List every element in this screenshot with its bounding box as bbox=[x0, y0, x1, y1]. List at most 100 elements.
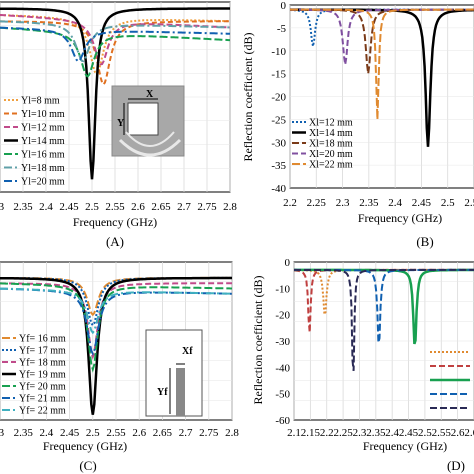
panel-b-legend-label: Xl=20 mm bbox=[309, 149, 353, 160]
panel-a-series-6 bbox=[0, 26, 231, 63]
panel-c-xtick: 2.55 bbox=[106, 427, 126, 439]
panel-c-xtick: 2.35 bbox=[14, 427, 34, 439]
panel-a-xtick: 2.35 bbox=[13, 201, 33, 213]
panel-d-xtick: 2.4 bbox=[385, 427, 399, 439]
inset-slot bbox=[127, 102, 159, 136]
panel-a-label: (A) bbox=[106, 234, 124, 249]
panel-c-legend-label: Yf= 17 mm bbox=[19, 346, 66, 357]
panel-b-ytick: -20 bbox=[271, 92, 286, 104]
panel-b: 2.2 2.25 2.3 2.35 2.4 2.45 2.5 2.55 0 -5 -10 -15 -20… bbox=[241, 0, 474, 249]
panel-a-inset: X Y bbox=[111, 85, 185, 157]
inset-arc-2 bbox=[125, 131, 175, 147]
panel-b-ytick: -15 bbox=[271, 69, 286, 81]
panel-a-xtick: 2.8 bbox=[223, 201, 237, 213]
panel-a-xtick: 2.55 bbox=[105, 201, 125, 213]
panel-d-xtick: 2.1 bbox=[287, 427, 301, 439]
panel-c-xtick: 2.75 bbox=[199, 427, 219, 439]
panel-c-legend-label: Yf= 16 mm bbox=[19, 334, 66, 345]
panel-b-legend-label: Xl=18 mm bbox=[309, 139, 353, 150]
inset-xf-label: Xf bbox=[182, 346, 193, 357]
panel-b-xtick: 2.5 bbox=[441, 197, 455, 209]
panel-c-xtick: 2.7 bbox=[179, 427, 193, 439]
panel-b-xlabel: Frequency (GHz) bbox=[358, 211, 442, 225]
inset-box bbox=[145, 329, 203, 417]
panel-d-ylabel: Reflection coefficient (dB) bbox=[251, 275, 265, 404]
panel-d-ytick: -30 bbox=[275, 336, 290, 348]
panel-a-xtick: 2.45 bbox=[59, 201, 79, 213]
inset-feed bbox=[176, 368, 185, 416]
panel-c-xtick: 2.45 bbox=[60, 427, 80, 439]
panel-c-xlabel: Frequency (GHz) bbox=[43, 439, 127, 453]
panel-b-legend-label: Xl=12 mm bbox=[309, 118, 353, 129]
panel-d: 2.1 2.15 2.2 2.25 2.3 2.35 2.4 2.45 2.5 2.55 2.6 2.… bbox=[251, 257, 474, 473]
panel-a-legend-label: Yl=18 mm bbox=[21, 163, 65, 174]
panel-d-xtick: 2.65 bbox=[464, 427, 474, 439]
panel-b-legend-label: Xl=14 mm bbox=[309, 128, 353, 139]
panel-a-legend-label: Yl=12 mm bbox=[21, 123, 65, 134]
panel-d-ytick: 0 bbox=[285, 257, 291, 269]
panel-b-xtick: 2.3 bbox=[336, 197, 350, 209]
panel-b-ytick: 0 bbox=[281, 0, 287, 12]
inset-y-label: Y bbox=[117, 118, 125, 129]
panel-d-xtick: 2.35 bbox=[366, 427, 386, 439]
panel-d-xtick: 2.2 bbox=[320, 427, 334, 439]
panel-c-xtick: 2.4 bbox=[40, 427, 54, 439]
panel-a-legend-label: Yl=10 mm bbox=[21, 109, 65, 120]
panel-a-legend-label: Yl=14 mm bbox=[21, 136, 65, 147]
panel-d-ytick: -10 bbox=[275, 283, 290, 295]
panel-b-label: (B) bbox=[416, 234, 433, 249]
panel-a-series-0 bbox=[0, 14, 230, 76]
panel-a-xlabel: Frequency (GHz) bbox=[73, 215, 157, 229]
panel-a-xtick: 2.7 bbox=[177, 201, 191, 213]
panel-a-xtick: 2.4 bbox=[39, 201, 53, 213]
panel-d-xtick: 2.25 bbox=[333, 427, 353, 439]
panel-a-legend-label: Yl=20 mm bbox=[21, 177, 65, 188]
panel-c-xtick: .3 bbox=[0, 427, 5, 439]
panel-b-ytick: -30 bbox=[271, 137, 286, 149]
panel-c-xtick: 2.5 bbox=[86, 427, 100, 439]
inset-yf-label: Yf bbox=[157, 387, 168, 398]
panel-c-xtick: 2.6 bbox=[132, 427, 146, 439]
panel-b-xtick: 2.55 bbox=[464, 197, 474, 209]
panel-c-legend-label: Yf= 20 mm bbox=[19, 382, 66, 393]
panel-b-xtick: 2.25 bbox=[307, 197, 327, 209]
panel-c-series-4 bbox=[0, 282, 232, 373]
panel-a-xtick: 2.6 bbox=[131, 201, 145, 213]
panel-b-ytick: -25 bbox=[271, 114, 286, 126]
panel-d-series-0 bbox=[294, 268, 474, 318]
panel-d-xtick: 2.55 bbox=[432, 427, 452, 439]
panel-c-legend-label: Yf= 21 mm bbox=[19, 394, 66, 405]
panel-a-xtick: 2.5 bbox=[85, 201, 99, 213]
panel-d-ytick: -40 bbox=[275, 362, 290, 374]
panel-d-xtick: 2.5 bbox=[418, 427, 432, 439]
panel-b-series-3 bbox=[290, 8, 474, 65]
panel-b-legend-label: Xl=22 mm bbox=[309, 160, 353, 171]
panel-c-xtick: 2.8 bbox=[225, 427, 239, 439]
panel-c-label: (C) bbox=[79, 458, 96, 473]
panel-a-xtick: 2.65 bbox=[151, 201, 171, 213]
panel-b-xtick: 2.2 bbox=[283, 197, 297, 209]
panel-a-legend-label: Yl=8 mm bbox=[21, 96, 60, 107]
panel-d-ytick: -50 bbox=[275, 389, 290, 401]
panel-a-series-3 bbox=[0, 7, 230, 180]
panel-a-series-5 bbox=[0, 20, 231, 63]
panel-d-series-4 bbox=[294, 268, 474, 372]
panel-d-xtick: 2.3 bbox=[353, 427, 367, 439]
panel-b-ytick: -40 bbox=[271, 183, 286, 195]
panel-a: .3 2.35 2.4 2.45 2.5 2.55 2.6 2.65 2.7 2.75 2.8 Fr… bbox=[0, 1, 237, 249]
panel-c-legend-label: Yf= 19 mm bbox=[19, 370, 66, 381]
panel-b-ytick: -5 bbox=[277, 23, 287, 35]
panel-d-ytick: -20 bbox=[275, 310, 290, 322]
panel-b-ytick: -10 bbox=[271, 46, 286, 58]
panel-b-xtick: 2.45 bbox=[412, 197, 432, 209]
panel-c-legend-label: Yf= 22 mm bbox=[19, 406, 66, 417]
inset-arc bbox=[118, 138, 182, 157]
panel-b-ytick: -35 bbox=[271, 160, 286, 172]
panel-d-ytick: -60 bbox=[275, 415, 290, 427]
panel-d-xtick: 2.45 bbox=[399, 427, 419, 439]
panel-a-xtick: 2.75 bbox=[197, 201, 217, 213]
panel-d-label: (D) bbox=[447, 458, 465, 473]
panel-a-legend-label: Yl=16 mm bbox=[21, 150, 65, 161]
panel-c-legend-label: Yf= 18 mm bbox=[19, 358, 66, 369]
